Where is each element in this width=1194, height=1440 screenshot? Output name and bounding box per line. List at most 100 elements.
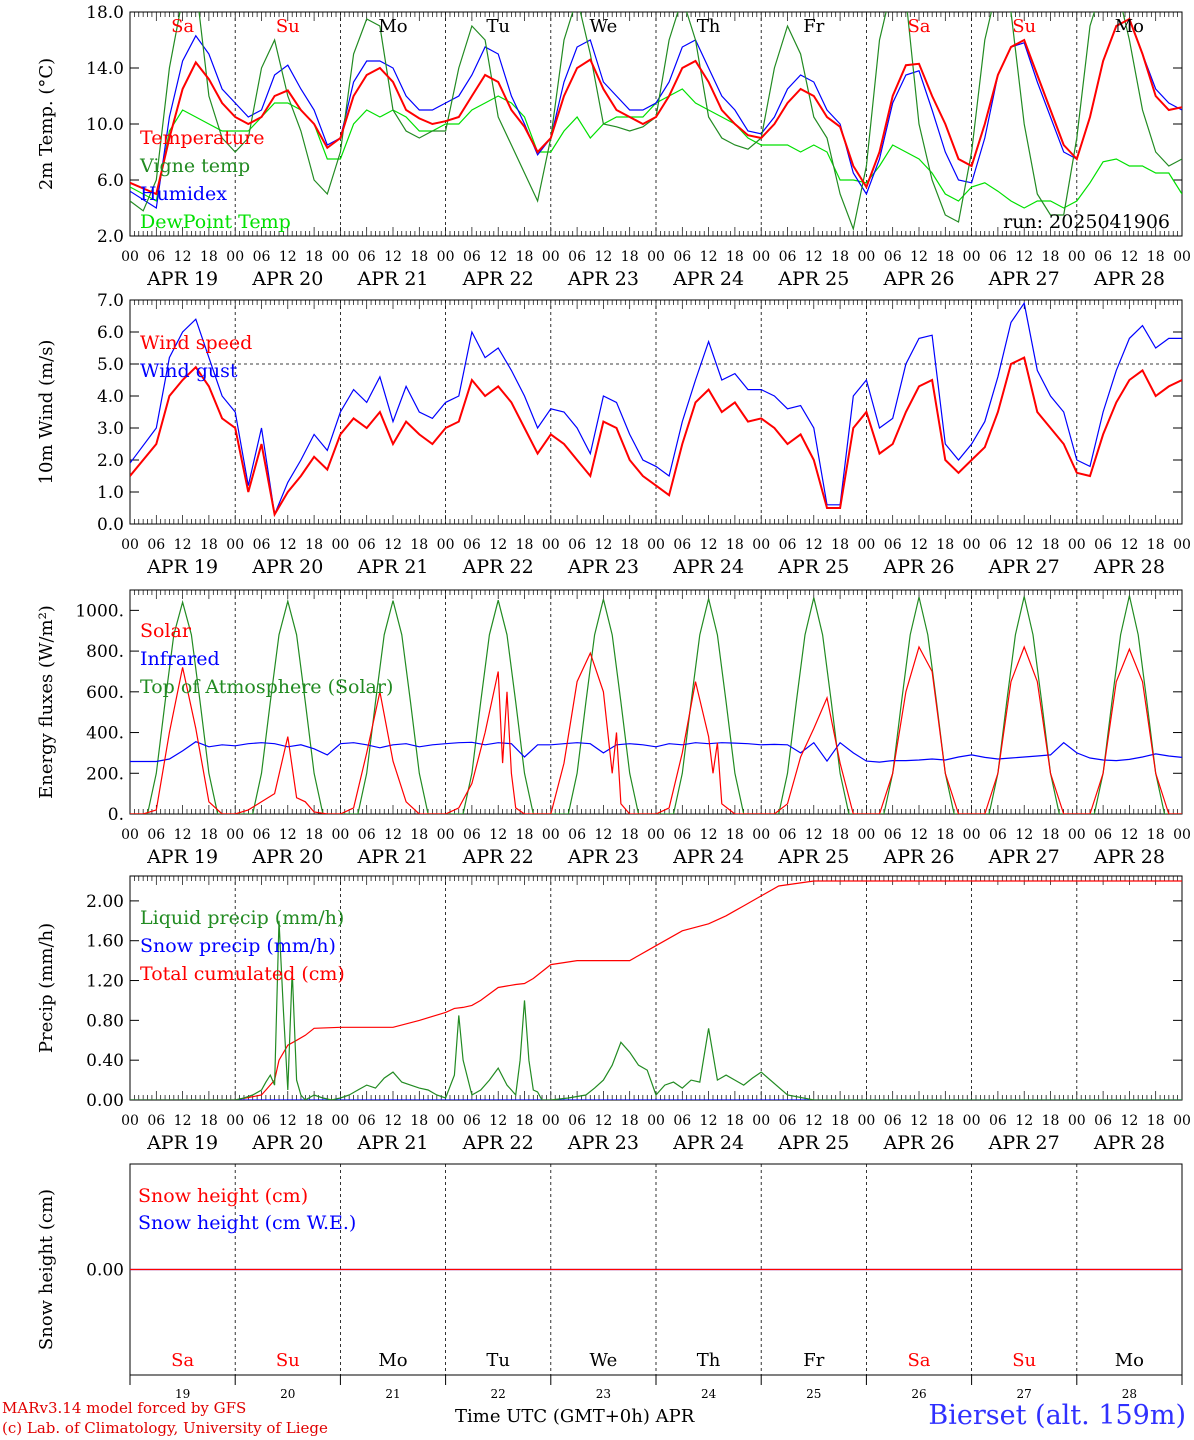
y-axis-label: Precip (mm/h) <box>36 923 57 1053</box>
legend-entry: Snow precip (mm/h) <box>140 935 336 957</box>
hour-label: 12 <box>910 1113 928 1129</box>
hour-label: 18 <box>410 827 428 843</box>
panel-4: 0.00 0.40 0.80 1.20 1.60 2.00 Precip (mm/h) Liq… <box>36 875 1191 1154</box>
hour-label: 00 <box>331 1113 349 1129</box>
hour-label: 18 <box>936 1113 954 1129</box>
hour-label: 18 <box>726 249 744 265</box>
hour-label: 18 <box>1042 249 1060 265</box>
hour-label: 18 <box>305 249 323 265</box>
hour-label: 06 <box>253 827 271 843</box>
day-abbr-label: Sa <box>907 1350 930 1371</box>
series-line <box>130 17 1182 196</box>
hour-label: 00 <box>437 249 455 265</box>
hour-label: 12 <box>700 537 718 553</box>
hour-label: 12 <box>489 249 507 265</box>
hour-label: 00 <box>752 1113 770 1129</box>
hour-label: 00 <box>1173 537 1191 553</box>
day-abbr-label: We <box>590 16 618 37</box>
hour-label: 12 <box>594 537 612 553</box>
y-tick-label: 400. <box>86 724 124 744</box>
hour-label: 06 <box>673 249 691 265</box>
y-tick-label: 600. <box>86 683 124 703</box>
hour-label: 12 <box>384 249 402 265</box>
day-abbr-label: Mo <box>1115 16 1144 37</box>
hour-label: 12 <box>174 827 192 843</box>
day-number-label: 26 <box>911 1387 926 1401</box>
date-label: APR 24 <box>672 846 744 868</box>
hour-label: 00 <box>752 537 770 553</box>
y-tick-label: 2.0 <box>97 227 124 247</box>
model-credit-line: MARv3.14 model forced by GFS <box>2 1399 247 1417</box>
day-number-label: 25 <box>806 1387 821 1401</box>
day-number-label: 22 <box>491 1387 506 1401</box>
hour-label: 00 <box>542 249 560 265</box>
series-line <box>130 356 1182 518</box>
series-group <box>130 880 1182 1100</box>
hour-label: 06 <box>1094 537 1112 553</box>
series-line <box>130 880 1182 1100</box>
legend-entry: Snow height (cm) <box>138 1185 308 1207</box>
date-label: APR 24 <box>672 556 744 578</box>
hour-label: 18 <box>1042 537 1060 553</box>
day-abbr-label: Su <box>276 1350 300 1371</box>
day-number-label: 24 <box>701 1387 717 1401</box>
date-label: APR 20 <box>251 1132 323 1154</box>
y-tick-label: 800. <box>86 642 124 662</box>
hour-label: 18 <box>200 249 218 265</box>
hour-label: 06 <box>884 827 902 843</box>
hour-label: 18 <box>621 827 639 843</box>
hour-label: 06 <box>463 537 481 553</box>
hour-label: 06 <box>1094 249 1112 265</box>
hour-label: 06 <box>568 537 586 553</box>
panel-frame <box>129 589 1183 815</box>
date-label: APR 22 <box>462 556 534 578</box>
day-number-label: 21 <box>385 1387 400 1401</box>
legend-entry: DewPoint Temp <box>140 211 291 233</box>
y-axis-label: Snow height (cm) <box>36 1189 57 1350</box>
date-label: APR 23 <box>567 846 639 868</box>
hour-label: 06 <box>147 249 165 265</box>
hour-label: 06 <box>358 827 376 843</box>
hour-label: 18 <box>516 537 534 553</box>
hour-label: 12 <box>1015 1113 1033 1129</box>
hour-label: 18 <box>410 537 428 553</box>
hour-label: 06 <box>779 249 797 265</box>
day-abbr-label: Sa <box>907 16 930 37</box>
day-abbr-label: Mo <box>378 1350 407 1371</box>
hour-label: 06 <box>568 249 586 265</box>
hour-label: 12 <box>489 1113 507 1129</box>
hour-label: 12 <box>1120 249 1138 265</box>
hour-label: 18 <box>1042 827 1060 843</box>
hour-label: 00 <box>331 537 349 553</box>
hour-label: 12 <box>700 1113 718 1129</box>
day-abbr-label: Tu <box>486 1350 510 1371</box>
y-tick-label: 0.00 <box>86 1261 124 1281</box>
hour-label: 18 <box>1147 827 1165 843</box>
hour-label: 18 <box>516 249 534 265</box>
hour-label: 12 <box>594 827 612 843</box>
date-label: APR 25 <box>777 846 849 868</box>
hour-label: 00 <box>1068 827 1086 843</box>
hour-label: 00 <box>437 1113 455 1129</box>
hour-label: 12 <box>1015 249 1033 265</box>
y-tick-label: 1000. <box>75 601 124 621</box>
hour-label: 18 <box>200 827 218 843</box>
hour-label: 18 <box>410 1113 428 1129</box>
hour-label: 06 <box>358 537 376 553</box>
hour-label: 06 <box>884 1113 902 1129</box>
hour-label: 06 <box>673 537 691 553</box>
legend-entry: Wind gust <box>140 360 238 382</box>
hour-label: 12 <box>279 249 297 265</box>
panel-2: 0.0 1.0 2.0 3.0 4.0 5.0 6.0 7.0 10m Wind (m/s) Wi… <box>36 291 1191 578</box>
series-group <box>130 595 1182 814</box>
hour-label: 06 <box>884 537 902 553</box>
panel-3: 0. 200. 400. 600. 800. 1000. Energy fluxes (W/… <box>36 589 1191 868</box>
date-label: APR 19 <box>146 268 218 290</box>
hour-label: 06 <box>358 249 376 265</box>
legend-entry: Wind speed <box>140 332 252 354</box>
y-axis-label: Energy fluxes (W/m²) <box>36 605 57 799</box>
y-tick-label: 7.0 <box>97 291 124 311</box>
date-label: APR 21 <box>356 556 428 578</box>
hour-label: 06 <box>779 827 797 843</box>
date-label: APR 22 <box>462 1132 534 1154</box>
